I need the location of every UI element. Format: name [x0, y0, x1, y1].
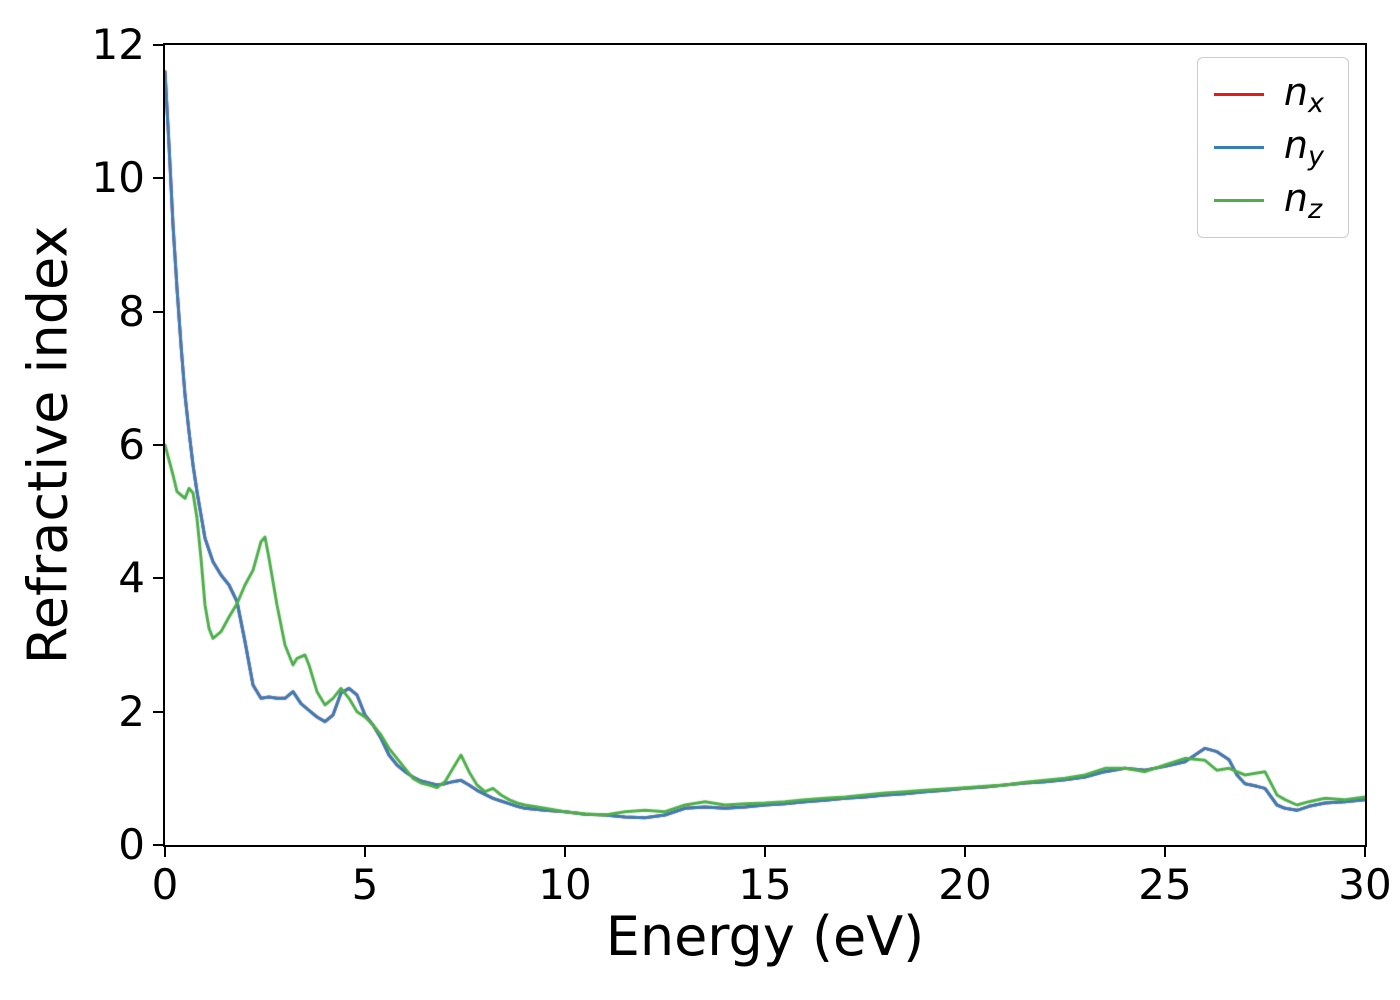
y-tick-label: 12 [91, 20, 145, 69]
x-tick-mark [1364, 847, 1366, 857]
y-tick-label: 8 [118, 286, 145, 336]
x-tick-label: 20 [938, 860, 992, 909]
x-tick-mark [564, 847, 566, 857]
chart-canvas [165, 45, 1365, 845]
legend-line-swatch [1213, 198, 1264, 203]
y-tick-label: 10 [91, 153, 145, 203]
legend-label: ny [1283, 122, 1324, 172]
legend-line-swatch [1213, 92, 1264, 97]
y-tick-label: 2 [118, 686, 145, 736]
x-axis-label: Energy (eV) [605, 905, 925, 968]
legend-line-swatch [1213, 145, 1264, 150]
y-tick-label: 0 [118, 820, 145, 869]
x-tick-mark [164, 847, 166, 857]
y-tick-label: 4 [118, 553, 145, 603]
x-tick-label: 5 [351, 860, 379, 909]
y-tick-label: 6 [118, 420, 145, 469]
legend-entry-n_x: nx [1213, 68, 1324, 121]
x-tick-mark [964, 847, 966, 857]
legend: nx ny nz [1196, 57, 1349, 238]
y-tick-mark [153, 444, 163, 446]
y-axis-label: Refractive index [16, 225, 80, 665]
x-tick-label: 10 [538, 860, 592, 909]
x-tick-mark [364, 847, 366, 857]
y-tick-mark [153, 710, 163, 713]
y-tick-mark [153, 844, 163, 846]
x-tick-mark [1164, 847, 1166, 857]
legend-entry-n_y: ny [1213, 121, 1324, 174]
y-tick-mark [153, 310, 163, 313]
y-tick-mark [153, 577, 163, 580]
y-tick-mark [153, 44, 163, 46]
legend-entry-n_z: nz [1213, 174, 1324, 227]
plot-area: nx ny nz [163, 43, 1367, 847]
x-tick-label: 15 [738, 860, 792, 909]
legend-label: nz [1283, 175, 1323, 225]
x-tick-label: 30 [1338, 860, 1392, 909]
legend-label: nx [1283, 69, 1324, 119]
x-tick-label: 0 [151, 860, 179, 909]
x-tick-label: 25 [1138, 860, 1192, 909]
y-tick-mark [153, 177, 163, 180]
x-tick-mark [764, 847, 766, 857]
